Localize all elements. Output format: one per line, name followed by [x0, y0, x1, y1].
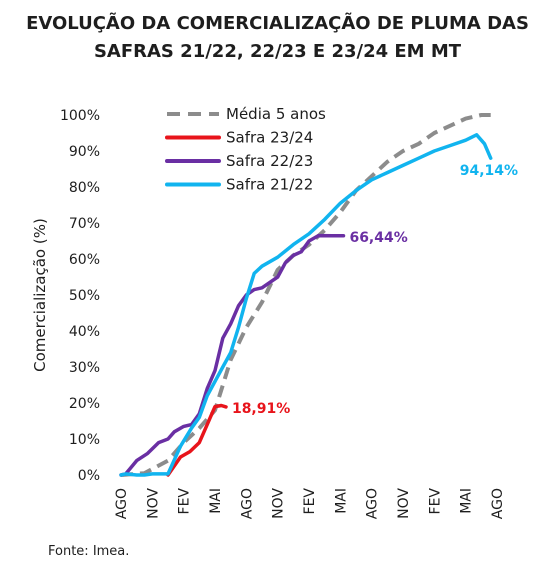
x-tick-label: MAI [459, 488, 475, 514]
x-tick-label: AGO [490, 488, 506, 519]
y-axis-label: Comercialização (%) [31, 218, 49, 372]
source-note: Fonte: Imea. [48, 544, 130, 559]
y-tick-label: 80% [69, 180, 100, 196]
y-tick-label: 70% [69, 216, 100, 232]
end-label-2: 66,44% [349, 230, 407, 246]
series-line-1 [166, 403, 228, 477]
end-label-3: 94,14% [460, 163, 518, 179]
x-tick-label: FEV [427, 488, 443, 515]
chart-title-line-2: SAFRAS 21/22, 22/23 E 23/24 EM MT [93, 41, 462, 62]
legend-label-2: Safra 22/23 [226, 152, 313, 170]
chart-title-line-1: EVOLUÇÃO DA COMERCIALIZAÇÃO DE PLUMA DAS [26, 13, 529, 34]
series-line-3 [119, 133, 493, 477]
x-tick-labels: AGO NOV FEV MAI AGO NOV FEV MAI AGO NOV FEV MAI AGO [114, 488, 506, 520]
x-tick-label: AGO [239, 488, 255, 519]
legend-label-1: Safra 23/24 [226, 129, 313, 147]
y-tick-label: 90% [69, 144, 100, 160]
y-tick-labels: 0% 10% 20% 30% 40% 50% 60% 70% 80% 90% 100% [60, 108, 100, 484]
y-tick-label: 20% [69, 396, 100, 412]
y-tick-label: 60% [69, 252, 100, 268]
series-lines [119, 113, 493, 477]
y-tick-label: 40% [69, 324, 100, 340]
x-tick-label: MAI [208, 488, 224, 514]
x-tick-label: AGO [114, 488, 130, 519]
y-tick-label: 50% [69, 288, 100, 304]
chart-title: EVOLUÇÃO DA COMERCIALIZAÇÃO DE PLUMA DAS… [0, 10, 555, 66]
x-tick-label: FEV [177, 488, 193, 515]
y-tick-label: 30% [69, 360, 100, 376]
series-line-2 [119, 233, 346, 477]
end-labels: 18,91% 66,44% 94,14% [232, 163, 518, 417]
end-label-1: 18,91% [232, 401, 290, 417]
x-tick-label: NOV [396, 488, 412, 519]
y-tick-label: 100% [60, 108, 100, 124]
x-tick-label: MAI [333, 488, 349, 514]
x-tick-label: NOV [145, 488, 161, 519]
y-tick-label: 0% [78, 468, 100, 484]
y-axis-label-group: Comercialização (%) [31, 218, 49, 372]
legend-label-3: Safra 21/22 [226, 176, 313, 194]
legend-label-0: Média 5 anos [226, 105, 326, 123]
x-tick-label: FEV [302, 488, 318, 515]
x-tick-label: AGO [365, 488, 381, 519]
x-tick-label: NOV [271, 488, 287, 519]
legend: Média 5 anos Safra 23/24 Safra 22/23 Safra … [165, 105, 326, 194]
y-tick-label: 10% [69, 432, 100, 448]
